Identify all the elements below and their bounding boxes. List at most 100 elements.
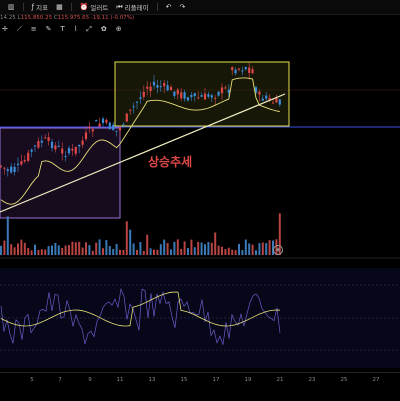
volume-bar bbox=[149, 248, 152, 255]
replay-icon: ⏮ bbox=[116, 2, 123, 11]
uptrend-line[interactable] bbox=[0, 93, 286, 213]
candle-body bbox=[214, 97, 217, 99]
chart-type-button[interactable]: ▥ bbox=[8, 3, 15, 11]
volume-bar bbox=[51, 245, 53, 255]
oscillator-line bbox=[0, 287, 281, 345]
oscillator-signal-line bbox=[0, 291, 281, 327]
drawing-toolbar: ✛ ⟋ ≡ ✎ T ⌇ ⤢ ✿ ⊕ bbox=[0, 24, 122, 34]
candle-body bbox=[6, 169, 9, 172]
candle-body bbox=[224, 87, 227, 89]
candle-body bbox=[135, 101, 139, 103]
volume-bar bbox=[71, 241, 74, 255]
candle-body bbox=[10, 166, 13, 173]
candle-body bbox=[186, 97, 190, 101]
candle-body bbox=[217, 91, 220, 96]
candle-body bbox=[20, 161, 23, 165]
brush-icon[interactable]: ✎ bbox=[45, 25, 52, 33]
volume-bar bbox=[47, 246, 50, 255]
ohlc-low: 115,850.25 bbox=[20, 15, 53, 21]
measure-icon[interactable]: ⤢ bbox=[86, 24, 92, 33]
volume-bar bbox=[85, 242, 87, 255]
volume-bar bbox=[176, 239, 179, 255]
volume-bar bbox=[129, 229, 132, 255]
volume-bar bbox=[17, 243, 19, 255]
layout-button[interactable]: ▦ bbox=[56, 3, 63, 11]
volume-bar bbox=[251, 244, 254, 255]
candle-body bbox=[40, 140, 43, 143]
replay-button[interactable]: ⏮ 리플레이 bbox=[116, 2, 149, 13]
candle-body bbox=[190, 94, 193, 98]
candle-body bbox=[27, 152, 30, 161]
candle-body bbox=[142, 91, 145, 97]
candle-body bbox=[210, 95, 213, 98]
date-tick-label: 19 bbox=[244, 377, 252, 383]
redo-button[interactable]: ↷ bbox=[179, 3, 185, 11]
candle-body bbox=[163, 83, 166, 87]
chart-canvas[interactable] bbox=[0, 0, 400, 372]
candle-body bbox=[57, 146, 60, 148]
volume-bar bbox=[88, 245, 91, 255]
indicators-button[interactable]: ƒ 지표 bbox=[32, 2, 48, 12]
volume-bar bbox=[227, 247, 230, 255]
candle-body bbox=[149, 86, 152, 92]
candle-body bbox=[71, 148, 74, 151]
trend-annotation[interactable]: 상승추세 bbox=[148, 155, 193, 169]
candle-body bbox=[3, 167, 6, 169]
volume-bar bbox=[136, 249, 138, 255]
candlesticks bbox=[0, 62, 281, 177]
candle-body bbox=[91, 129, 94, 132]
alert-icon: ⏰ bbox=[79, 3, 89, 11]
volume-bar bbox=[112, 248, 115, 255]
candle-body bbox=[173, 91, 176, 96]
date-tick-label: 11 bbox=[116, 377, 124, 383]
volume-bar bbox=[37, 249, 40, 255]
volume-bar bbox=[255, 250, 257, 255]
date-tick-label: 27 bbox=[372, 377, 380, 383]
date-tick-label: 17 bbox=[212, 377, 220, 383]
volume-bar bbox=[163, 239, 166, 255]
crosshair-icon[interactable]: ✛ bbox=[2, 25, 8, 33]
consolidation-box-purple[interactable] bbox=[0, 127, 121, 219]
fib-icon[interactable]: ≡ bbox=[30, 25, 37, 33]
pattern-icon[interactable]: ⌇ bbox=[73, 25, 78, 33]
candle-body bbox=[105, 119, 108, 123]
redo-icon: ↷ bbox=[179, 3, 186, 11]
candle-body bbox=[129, 109, 132, 111]
candle-body bbox=[197, 97, 200, 99]
candle-body bbox=[67, 147, 71, 154]
alert-button[interactable]: ⏰ 얼러트 bbox=[80, 2, 109, 12]
candle-body bbox=[64, 156, 67, 158]
zoom-icon[interactable]: ⊕ bbox=[115, 25, 122, 33]
replay-label: 리플레이 bbox=[124, 4, 149, 12]
trendline-icon[interactable]: ⟋ bbox=[16, 24, 22, 33]
eye-icon[interactable]: ◉ bbox=[273, 245, 283, 255]
icons-icon[interactable]: ✿ bbox=[100, 25, 107, 33]
volume-bar bbox=[166, 243, 169, 255]
volume-bar bbox=[234, 250, 237, 255]
date-tick-label: 15 bbox=[180, 377, 188, 383]
undo-button[interactable]: ↶ bbox=[166, 3, 172, 11]
candle-body bbox=[101, 118, 105, 123]
volume-bar bbox=[61, 247, 64, 255]
candle-body bbox=[108, 122, 111, 130]
candle-body bbox=[268, 97, 271, 101]
volume-bar bbox=[221, 246, 223, 255]
volume-bar bbox=[193, 247, 196, 255]
date-axis[interactable]: 5 7 9 11 13 15 17 19 21 23 25 27 bbox=[0, 372, 400, 401]
candle-body bbox=[265, 95, 268, 99]
volume-bar bbox=[98, 239, 101, 255]
volume-bar bbox=[142, 250, 145, 255]
volume-bar bbox=[74, 242, 77, 255]
volume-bar bbox=[54, 242, 57, 255]
ohlc-change: -19.11 (-0.07%) bbox=[90, 15, 135, 21]
consolidation-box-yellow[interactable] bbox=[114, 61, 290, 127]
candle-body bbox=[271, 102, 275, 104]
volume-bar bbox=[258, 243, 261, 255]
volume-bar bbox=[217, 245, 220, 255]
ohlc-close: 115,975.65 bbox=[57, 15, 90, 21]
candle-body bbox=[122, 124, 125, 126]
candle-body bbox=[13, 166, 16, 173]
text-icon[interactable]: T bbox=[60, 25, 65, 33]
volume-bar bbox=[40, 249, 43, 255]
date-tick-label: 9 bbox=[88, 377, 92, 383]
